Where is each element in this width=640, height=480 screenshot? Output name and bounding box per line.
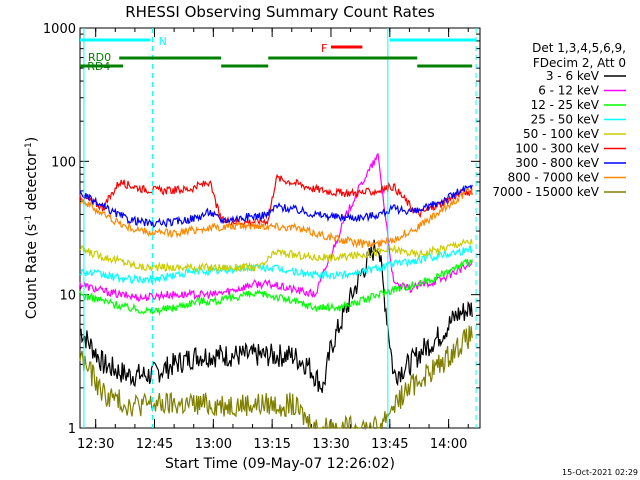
y-axis-label-mid: detector (24, 151, 40, 215)
y-axis-label-main: Count Rate (s (24, 224, 40, 319)
legend-label-8: 7000 - 15000 keV (492, 185, 599, 199)
y-tick-label: 100 (51, 155, 76, 170)
y-axis-label: Count Rate (s-1 detector-1) (24, 137, 40, 319)
series-line-1 (79, 152, 473, 303)
legend-label-4: 50 - 100 keV (523, 127, 600, 141)
plot-area: 1 10 100 1000 12:30 12:45 13:00 13:15 13:30 13:45… (43, 22, 481, 452)
x-tick-label: 13:45 (371, 437, 408, 452)
state-bar-label-0: N (159, 35, 167, 48)
series-line-7 (79, 187, 473, 249)
x-tick-label: 13:00 (195, 437, 232, 452)
legend-header-0: Det 1,3,4,5,6,9, (532, 41, 626, 55)
series-line-5 (79, 173, 473, 227)
legend-label-3: 25 - 50 keV (531, 113, 600, 127)
series-line-3 (79, 245, 473, 285)
x-tick-label: 12:30 (77, 437, 114, 452)
series-line-8 (79, 325, 473, 431)
y-axis-label-exp1: -1 (24, 215, 34, 224)
state-bar-label-2: RD0 (88, 51, 111, 64)
y-tick-label: 1000 (43, 22, 76, 37)
legend-label-6: 300 - 800 keV (515, 156, 599, 170)
x-tick-label: 12:45 (136, 437, 173, 452)
legend-header-1: FDecim 2, Att 0 (533, 56, 626, 70)
legend-label-7: 800 - 7000 keV (508, 171, 600, 185)
legend-label-5: 100 - 300 keV (515, 142, 599, 156)
timestamp: 15-Oct-2021 02:29 (562, 468, 638, 477)
x-axis-label: Start Time (09-May-07 12:26:02) (165, 456, 395, 472)
series-line-4 (79, 238, 473, 273)
legend: Det 1,3,4,5,6,9,FDecim 2, Att 03 - 6 keV… (492, 41, 626, 199)
x-tick-label: 14:00 (430, 437, 467, 452)
series-line-0 (79, 239, 473, 393)
y-tick-label: 10 (59, 289, 76, 304)
series-line-2 (79, 258, 473, 317)
legend-label-0: 3 - 6 keV (546, 69, 600, 83)
y-tick-label: 1 (68, 422, 76, 437)
x-tick-label: 13:30 (312, 437, 349, 452)
series-line-6 (79, 184, 473, 228)
chart-title: RHESSI Observing Summary Count Rates (125, 3, 435, 21)
state-bar-label-1: F (321, 42, 327, 55)
y-axis-label-end: ) (24, 137, 40, 142)
legend-label-2: 12 - 25 keV (531, 98, 600, 112)
plot-frame (79, 27, 481, 429)
legend-label-1: 6 - 12 keV (538, 84, 600, 98)
x-tick-label: 13:15 (253, 437, 290, 452)
y-axis-label-exp2: -1 (24, 142, 34, 151)
